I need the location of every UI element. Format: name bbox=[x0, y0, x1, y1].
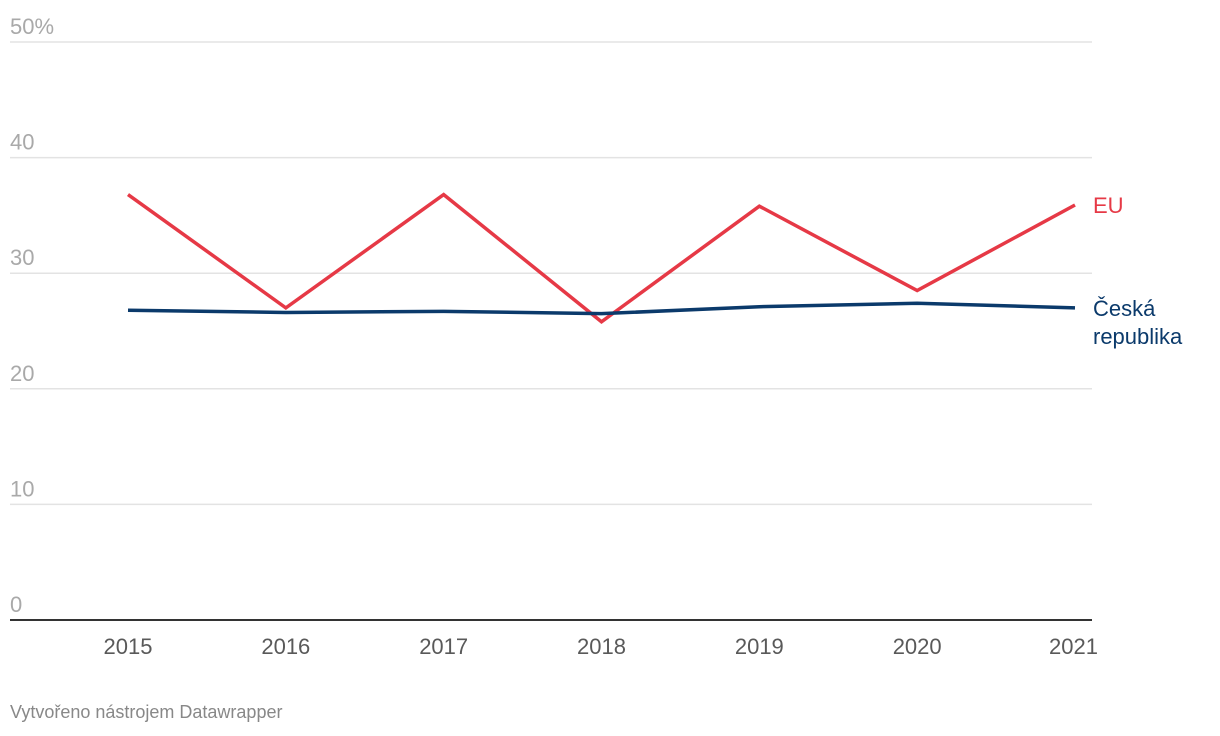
y-tick-label: 40 bbox=[10, 130, 34, 155]
x-tick-label: 2015 bbox=[104, 634, 153, 659]
x-tick-label: 2020 bbox=[893, 634, 942, 659]
x-axis-labels: 2015 2016 2017 2018 2019 2020 2021 bbox=[104, 634, 1098, 659]
gridlines bbox=[10, 41, 1092, 621]
y-tick-label: 30 bbox=[10, 245, 34, 270]
y-tick-label: 10 bbox=[10, 476, 34, 501]
y-tick-label: 0 bbox=[10, 592, 22, 617]
y-axis-labels: 0 10 20 30 40 50% bbox=[10, 14, 54, 617]
x-tick-label: 2021 bbox=[1049, 634, 1098, 659]
chart-credit: Vytvořeno nástrojem Datawrapper bbox=[10, 702, 283, 722]
x-tick-label: 2017 bbox=[419, 634, 468, 659]
series-labels: EU Česká republika bbox=[1093, 193, 1183, 349]
x-tick-label: 2018 bbox=[577, 634, 626, 659]
series-line-czech-republic bbox=[127, 301, 1076, 316]
series-label-eu: EU bbox=[1093, 193, 1124, 218]
series-label-czech-republic: Česká republika bbox=[1093, 296, 1183, 349]
y-tick-label: 20 bbox=[10, 361, 34, 386]
series-lines bbox=[126, 192, 1076, 324]
x-tick-label: 2016 bbox=[261, 634, 310, 659]
y-tick-label: 50% bbox=[10, 14, 54, 39]
x-tick-label: 2019 bbox=[735, 634, 784, 659]
